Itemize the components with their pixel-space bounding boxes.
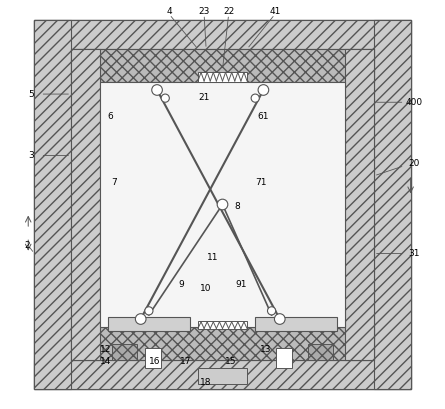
Bar — [255, 317, 337, 331]
Text: 10: 10 — [200, 284, 212, 293]
Bar — [71, 49, 374, 82]
Bar — [34, 20, 411, 49]
Bar — [34, 360, 411, 389]
Circle shape — [135, 314, 146, 324]
Text: 11: 11 — [206, 253, 218, 262]
Text: 31: 31 — [408, 249, 420, 258]
Text: 8: 8 — [234, 202, 240, 211]
Text: 13: 13 — [260, 345, 271, 354]
Text: 4: 4 — [166, 7, 172, 16]
Text: 71: 71 — [255, 178, 267, 187]
Bar — [108, 317, 190, 331]
Circle shape — [267, 307, 275, 315]
Text: 61: 61 — [258, 112, 269, 121]
Text: 3: 3 — [28, 151, 34, 160]
Bar — [34, 20, 71, 389]
Text: 6: 6 — [107, 112, 113, 121]
Bar — [198, 321, 247, 329]
Text: 9: 9 — [179, 280, 185, 289]
Bar — [198, 72, 247, 82]
Circle shape — [145, 307, 153, 315]
Bar — [100, 82, 345, 327]
Bar — [374, 20, 411, 389]
Text: 2: 2 — [24, 241, 30, 250]
Bar — [112, 344, 137, 360]
Circle shape — [251, 94, 259, 102]
Text: 15: 15 — [225, 357, 236, 366]
Bar — [198, 368, 247, 384]
Text: 16: 16 — [149, 357, 161, 366]
Bar — [71, 327, 374, 360]
Circle shape — [152, 85, 162, 95]
Text: 41: 41 — [269, 7, 280, 16]
Text: 18: 18 — [200, 378, 212, 387]
Circle shape — [161, 94, 170, 102]
Text: 17: 17 — [180, 357, 191, 366]
Bar — [71, 49, 100, 360]
Text: 23: 23 — [198, 7, 210, 16]
Circle shape — [258, 85, 269, 95]
Text: 400: 400 — [405, 98, 422, 107]
Circle shape — [275, 314, 285, 324]
Bar — [145, 348, 161, 368]
Text: 91: 91 — [235, 280, 247, 289]
Bar — [275, 348, 292, 368]
Text: 7: 7 — [111, 178, 117, 187]
Text: 21: 21 — [198, 93, 210, 102]
Bar — [308, 344, 333, 360]
Bar — [345, 49, 374, 360]
Circle shape — [217, 199, 228, 210]
Text: 5: 5 — [28, 90, 34, 99]
Text: 22: 22 — [223, 7, 234, 16]
Text: 14: 14 — [100, 357, 112, 366]
Text: 12: 12 — [100, 345, 112, 354]
Text: 20: 20 — [408, 159, 420, 168]
